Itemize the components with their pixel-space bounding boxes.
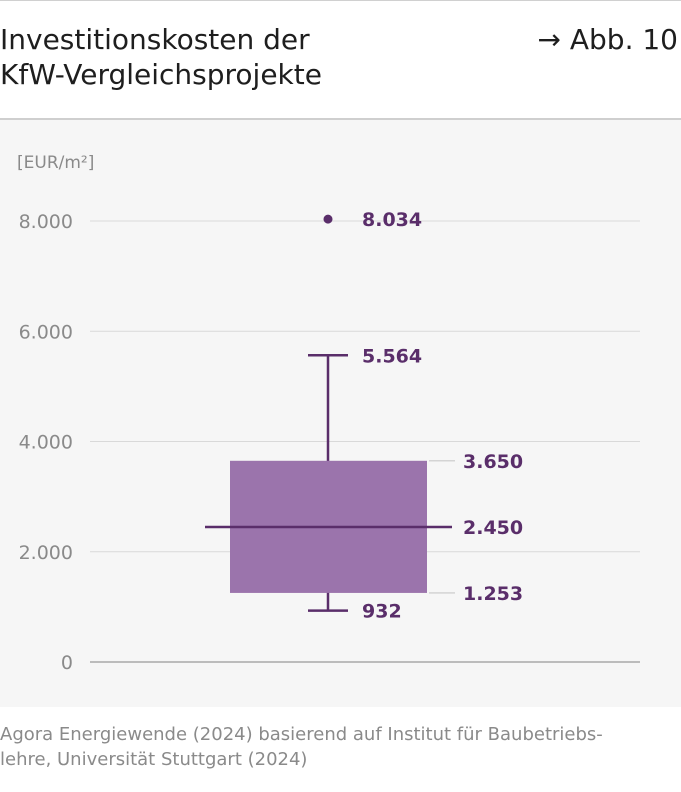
outlier-point [323, 214, 333, 224]
y-tick-label: 4.000 [19, 432, 73, 454]
y-axis-unit-label: [EUR/m²] [17, 153, 94, 173]
grid-layer [90, 220, 640, 663]
y-tick-labels: 0 2.000 4.000 6.000 8.000 [19, 211, 73, 674]
top-rule [0, 0, 681, 1]
y-tick-label: 0 [61, 652, 73, 674]
box-layer [205, 214, 452, 612]
figure-reference: → Abb. 10 [537, 23, 679, 56]
source-note: Agora Energiewende (2024) basierend auf … [0, 724, 603, 770]
q3-value-label: 3.650 [463, 451, 523, 473]
y-tick-label: 2.000 [19, 542, 73, 564]
chart-panel: [EUR/m²] 0 2.000 4.000 6.000 8.000 8.034 5.56… [0, 120, 681, 707]
chart-title: Investitionskosten der KfW-Vergleichspro… [0, 23, 322, 91]
min-value-label: 932 [362, 601, 402, 623]
outlier-value-label: 8.034 [362, 209, 422, 231]
max-value-label: 5.564 [362, 345, 422, 367]
y-tick-label: 8.000 [19, 211, 73, 233]
header-divider [0, 118, 681, 120]
median-value-label: 2.450 [463, 517, 523, 539]
value-labels: 8.034 5.564 3.650 2.450 1.253 932 [362, 209, 523, 622]
y-tick-label: 6.000 [19, 321, 73, 343]
q1-value-label: 1.253 [463, 583, 523, 605]
box-plot: [EUR/m²] 0 2.000 4.000 6.000 8.000 8.034 5.56… [17, 153, 640, 674]
